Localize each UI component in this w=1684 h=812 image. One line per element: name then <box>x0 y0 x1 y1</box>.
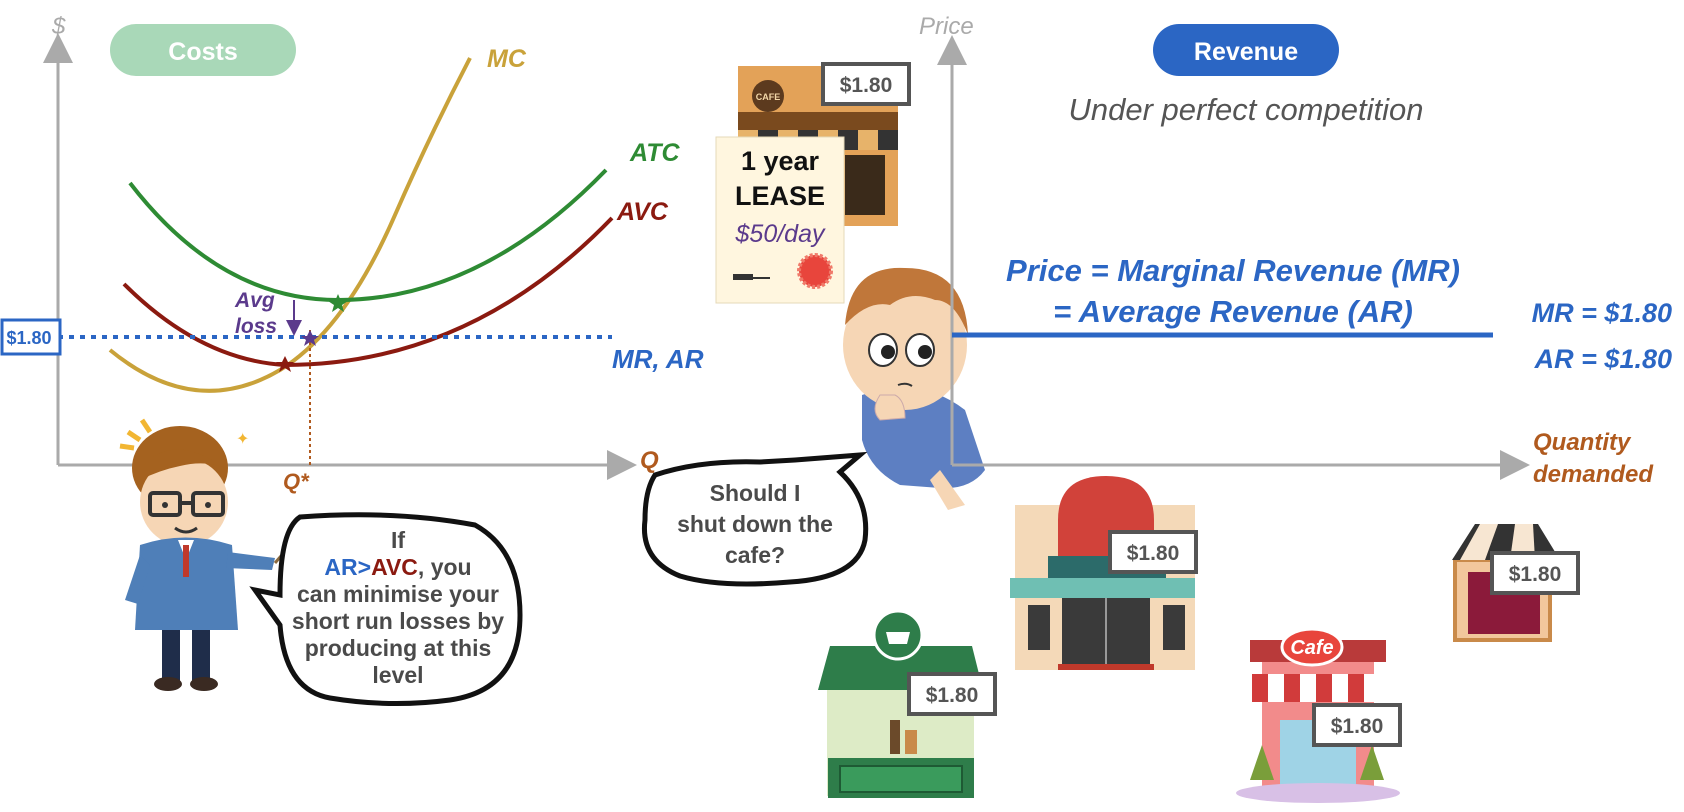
revenue-subtitle: Under perfect competition <box>1069 92 1424 127</box>
lease-card: 1 year LEASE $50/day <box>715 136 845 304</box>
svg-text:$1.80: $1.80 <box>840 74 893 97</box>
revenue-equation-line1: Price = Marginal Revenue (MR) <box>1006 253 1460 288</box>
costs-y-axis-label: $ <box>51 13 66 40</box>
lease-line2: LEASE <box>735 181 825 211</box>
mc-curve <box>108 57 472 393</box>
teacher-character: ✦ <box>119 418 314 691</box>
main-shop-sign-icon <box>752 80 784 112</box>
red-awning-cafe-shop: Cafe $1.80 <box>1236 627 1402 803</box>
costs-x-axis-label: Q <box>640 447 659 474</box>
qstar-label: Q* <box>283 469 310 494</box>
revenue-x-axis-label-2: demanded <box>1533 461 1654 488</box>
avg-loss-label-1: Avg <box>234 289 275 312</box>
teacher-bubble-line5: producing at this <box>305 635 492 661</box>
main-shop-price-tag: $1.80 <box>821 62 911 106</box>
svg-text:$1.80: $1.80 <box>1127 542 1180 565</box>
teacher-bubble-line4: short run losses by <box>292 608 504 634</box>
green-cafe-shop: $1.80 <box>818 609 997 798</box>
costs-chart: $ Q Costs MC ATC AVC MR, AR $1.80 Q* Avg… <box>0 13 704 494</box>
teacher-bubble-avc: AVC <box>371 554 418 580</box>
revenue-pill-label: Revenue <box>1194 38 1298 66</box>
teacher-bubble-line6: level <box>372 662 423 688</box>
red-awning-cafe-price-tag: $1.80 <box>1312 703 1402 747</box>
atc-curve <box>128 168 608 303</box>
mr-mc-intersection-star <box>301 330 319 346</box>
revenue-x-axis-label-1: Quantity <box>1533 429 1632 456</box>
costs-pill-label: Costs <box>168 38 237 66</box>
mr-value-label: MR = $1.80 <box>1532 298 1672 328</box>
lease-seal-icon <box>797 253 833 289</box>
avg-loss-label-2: loss <box>235 315 277 338</box>
thinker-speech-bubble: Should I shut down the cafe? <box>641 451 869 587</box>
svg-text:$1.80: $1.80 <box>1331 715 1384 738</box>
thinking-character <box>843 267 985 510</box>
teacher-bubble-line1: If <box>391 527 405 553</box>
green-cafe-price-tag: $1.80 <box>907 672 997 716</box>
teacher-bubble-rest: , you <box>418 554 472 580</box>
price-box-label: $1.80 <box>6 328 51 348</box>
mc-label: MC <box>487 45 527 73</box>
revenue-pill <box>1153 24 1339 76</box>
teacher-bubble-line2: AR>AVC, you <box>324 554 471 580</box>
svg-text:$1.80: $1.80 <box>926 684 979 707</box>
lease-line1: 1 year <box>741 146 820 176</box>
red-dome-shop: $1.80 <box>1010 476 1198 670</box>
revenue-chart: Price Revenue Under perfect competition … <box>919 13 1672 488</box>
avc-curve <box>122 216 614 368</box>
lease-line3: $50/day <box>735 220 826 248</box>
awning-kiosk-price-tag: $1.80 <box>1490 551 1580 595</box>
teacher-bubble-line3: can minimise your <box>297 581 499 607</box>
awning-kiosk-shop: $1.80 <box>1452 524 1580 642</box>
teacher-speech-bubble: If AR>AVC, you can minimise your short r… <box>249 512 523 707</box>
main-shop-sign: CAFE <box>756 92 781 102</box>
costs-pill <box>110 24 296 76</box>
atc-mc-intersection-star <box>328 294 348 312</box>
thinker-bubble-line1: Should I <box>710 480 801 506</box>
ar-value-label: AR = $1.80 <box>1534 344 1672 374</box>
teacher-bubble-ar: AR <box>324 554 358 580</box>
svg-text:✦: ✦ <box>236 431 249 448</box>
atc-label: ATC <box>629 139 680 167</box>
thinker-bubble-line3: cafe? <box>725 542 785 568</box>
avc-label: AVC <box>616 198 669 226</box>
price-box <box>0 318 62 356</box>
svg-text:$1.80: $1.80 <box>1509 563 1562 586</box>
teacher-bubble-gt: > <box>358 554 371 580</box>
revenue-y-axis-label: Price <box>919 13 974 40</box>
thinker-bubble-line2: shut down the <box>677 511 833 537</box>
cafe-sign-badge <box>1280 627 1344 667</box>
mr-ar-label: MR, AR <box>612 344 704 374</box>
cafe-sign-text: Cafe <box>1290 637 1333 659</box>
avc-mc-intersection-star <box>276 356 294 372</box>
revenue-equation-line2: = Average Revenue (AR) <box>1053 294 1413 329</box>
red-dome-price-tag: $1.80 <box>1108 530 1198 574</box>
